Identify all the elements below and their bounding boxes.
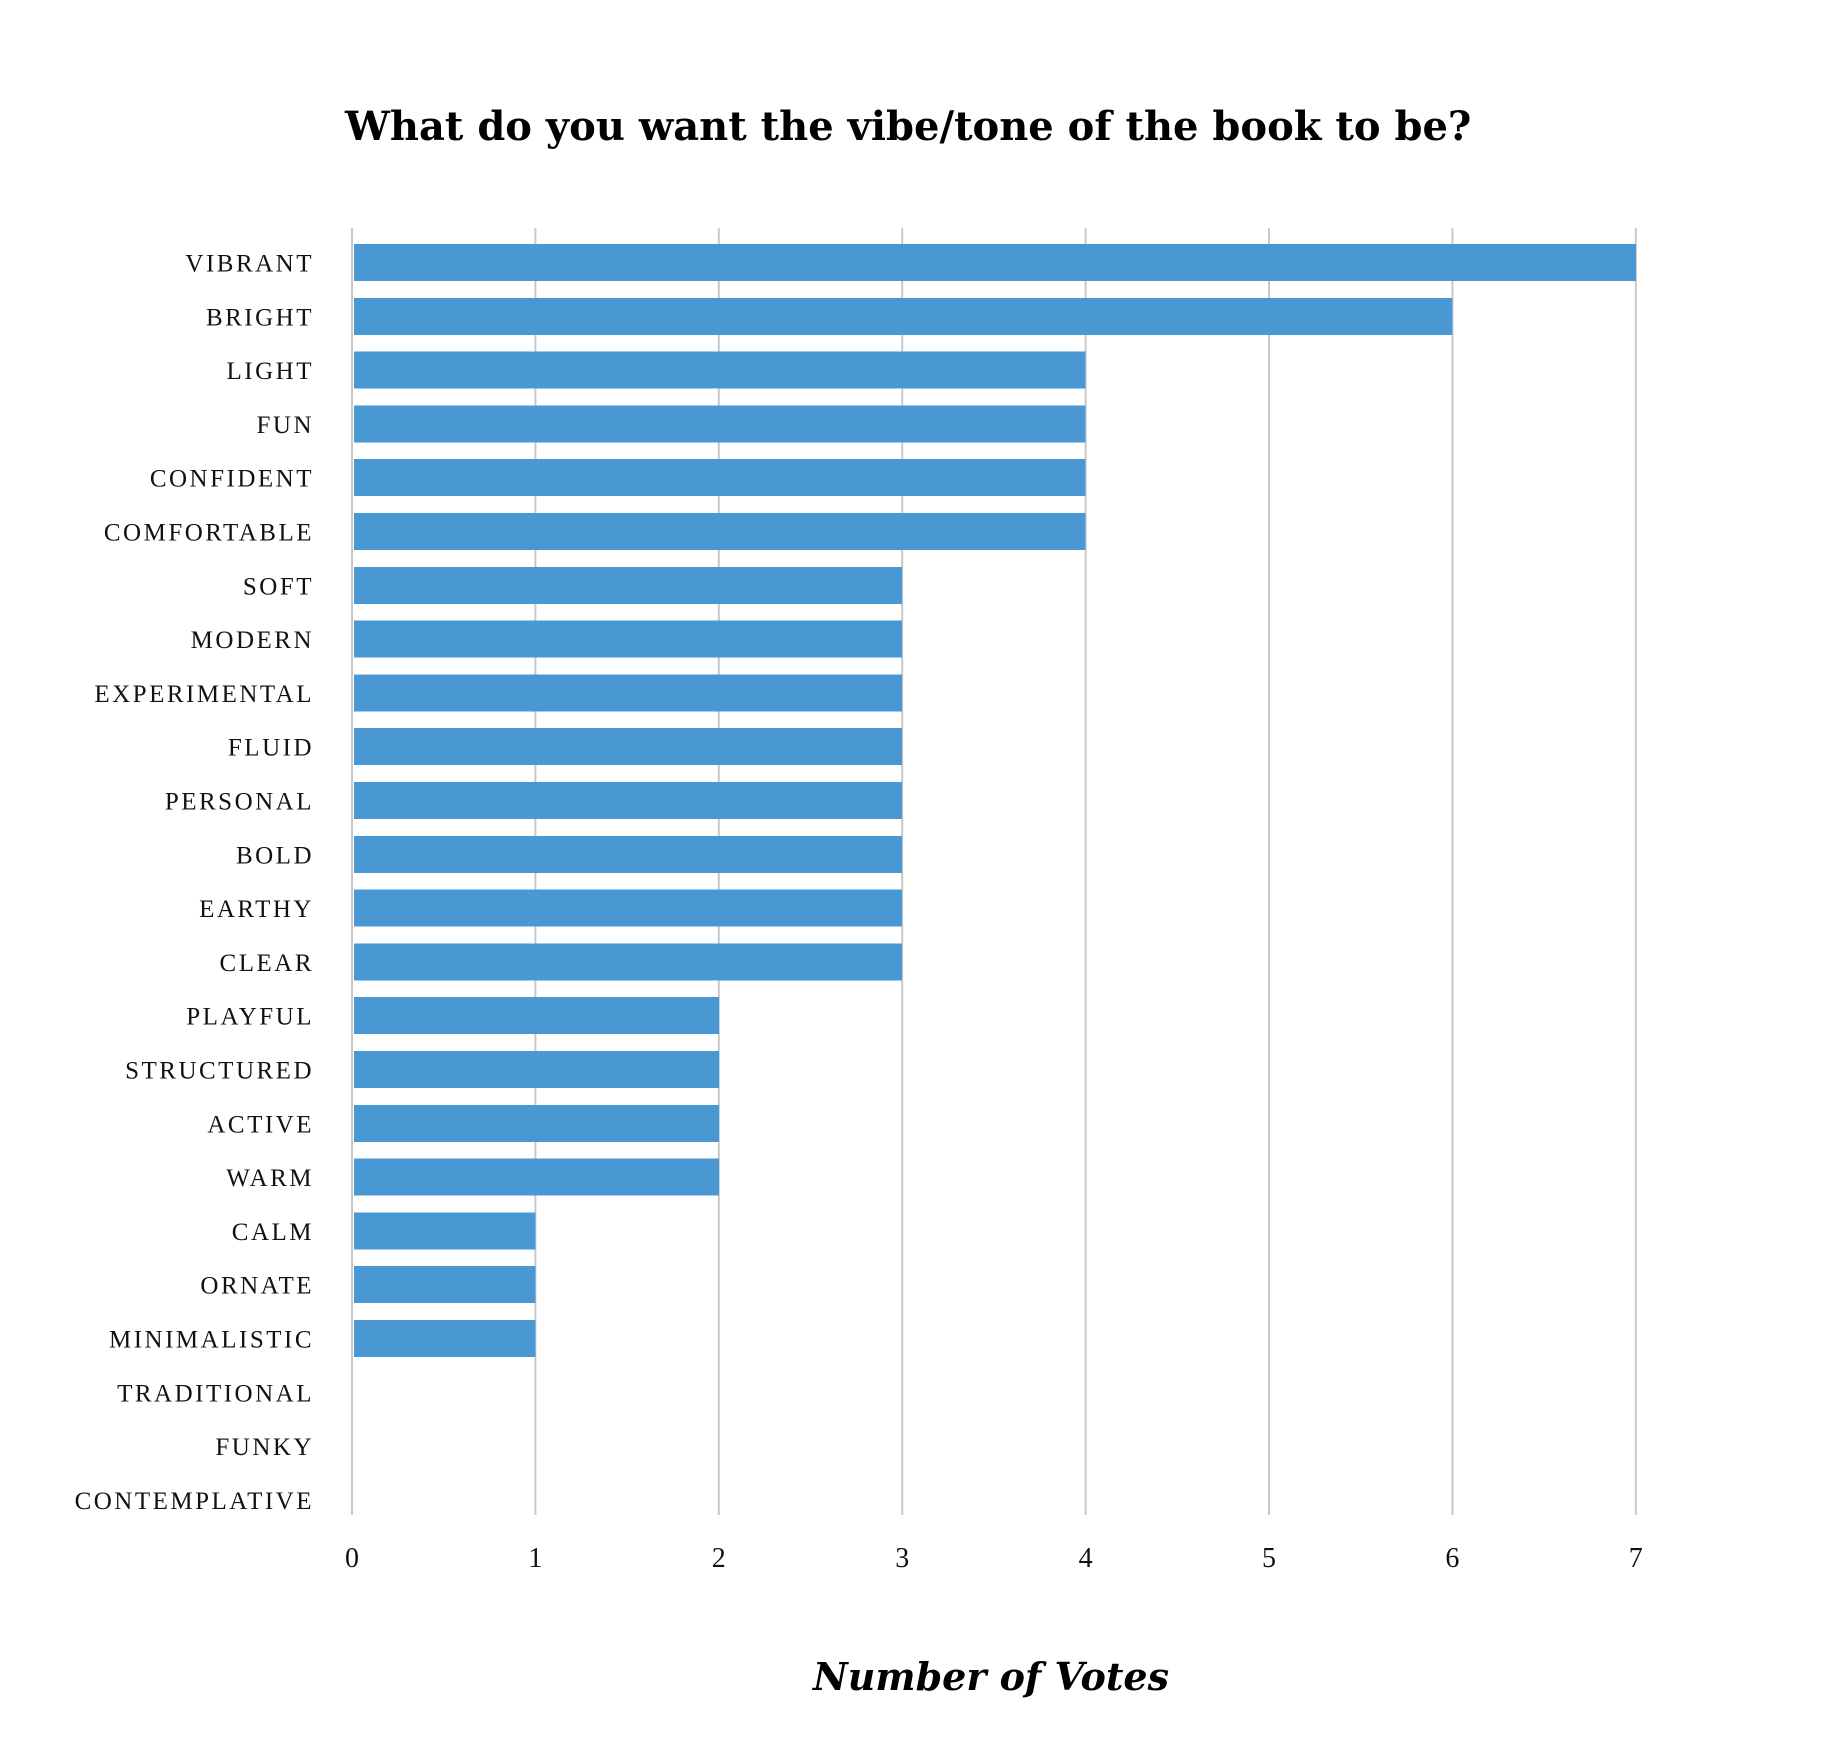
- x-tick-label-3: 3: [895, 1543, 909, 1574]
- x-tick-label-0: 0: [345, 1543, 359, 1574]
- category-label-experimental: EXPERIMENTAL: [94, 681, 314, 708]
- category-label-traditional: TRADITIONAL: [117, 1380, 314, 1407]
- category-label-active: ACTIVE: [207, 1111, 314, 1138]
- category-label-soft: SOFT: [243, 573, 314, 600]
- category-label-ornate: ORNATE: [200, 1273, 314, 1300]
- bar-structured: [354, 1051, 719, 1088]
- category-label-bold: BOLD: [236, 842, 314, 869]
- bar-personal: [354, 782, 903, 819]
- category-label-modern: MODERN: [191, 627, 314, 654]
- category-labels: VIBRANT BRIGHT LIGHT FUN CONFIDENT COMFORTABL…: [75, 251, 314, 1515]
- bar-active: [354, 1104, 719, 1142]
- bar-modern: [354, 620, 903, 658]
- category-label-confident: CONFIDENT: [150, 466, 314, 493]
- category-label-minimalistic: MINIMALISTIC: [109, 1327, 314, 1354]
- bars: [354, 244, 1636, 1357]
- category-label-vibrant: VIBRANT: [185, 251, 314, 278]
- category-label-contemplative: CONTEMPLATIVE: [75, 1488, 314, 1515]
- category-label-light: LIGHT: [227, 358, 314, 385]
- bar-bold: [354, 835, 903, 873]
- bar-calm: [354, 1212, 536, 1250]
- category-label-bright: BRIGHT: [206, 304, 314, 331]
- bar-soft: [354, 566, 903, 604]
- bar-vibrant: [354, 244, 1636, 281]
- bar-playful: [354, 997, 719, 1035]
- bar-experimental: [354, 674, 903, 712]
- bar-warm: [354, 1158, 719, 1196]
- bar-bright: [354, 297, 1453, 335]
- category-label-comfortable: COMFORTABLE: [104, 520, 314, 547]
- bar-comfortable: [354, 513, 1086, 550]
- category-label-fluid: FLUID: [228, 735, 314, 762]
- bar-earthy: [354, 889, 903, 927]
- x-tick-label-4: 4: [1079, 1543, 1093, 1574]
- x-tick-labels: 0 1 2 3 4 5 6 7: [345, 1543, 1643, 1574]
- chart-title: What do you want the vibe/tone of the bo…: [344, 103, 1471, 150]
- bar-clear: [354, 943, 903, 981]
- x-axis-label: Number of Votes: [812, 1654, 1169, 1699]
- x-tick-label-6: 6: [1445, 1543, 1459, 1574]
- category-label-personal: PERSONAL: [165, 789, 314, 816]
- category-label-funky: FUNKY: [215, 1434, 314, 1461]
- bar-fun: [354, 405, 1086, 443]
- x-tick-label-1: 1: [528, 1543, 542, 1574]
- x-tick-label-2: 2: [712, 1543, 726, 1574]
- bar-confident: [354, 459, 1086, 497]
- x-tick-label-7: 7: [1629, 1543, 1643, 1574]
- category-label-structured: STRUCTURED: [125, 1058, 314, 1085]
- category-label-calm: CALM: [232, 1219, 314, 1246]
- category-label-earthy: EARTHY: [199, 896, 314, 923]
- x-tick-label-5: 5: [1262, 1543, 1276, 1574]
- category-label-warm: WARM: [226, 1165, 314, 1192]
- category-label-playful: PLAYFUL: [186, 1004, 314, 1031]
- bar-fluid: [354, 728, 903, 766]
- bar-ornate: [354, 1266, 536, 1304]
- category-label-fun: FUN: [256, 412, 314, 439]
- category-label-clear: CLEAR: [220, 950, 314, 977]
- bar-light: [354, 351, 1086, 389]
- bar-minimalistic: [354, 1320, 536, 1357]
